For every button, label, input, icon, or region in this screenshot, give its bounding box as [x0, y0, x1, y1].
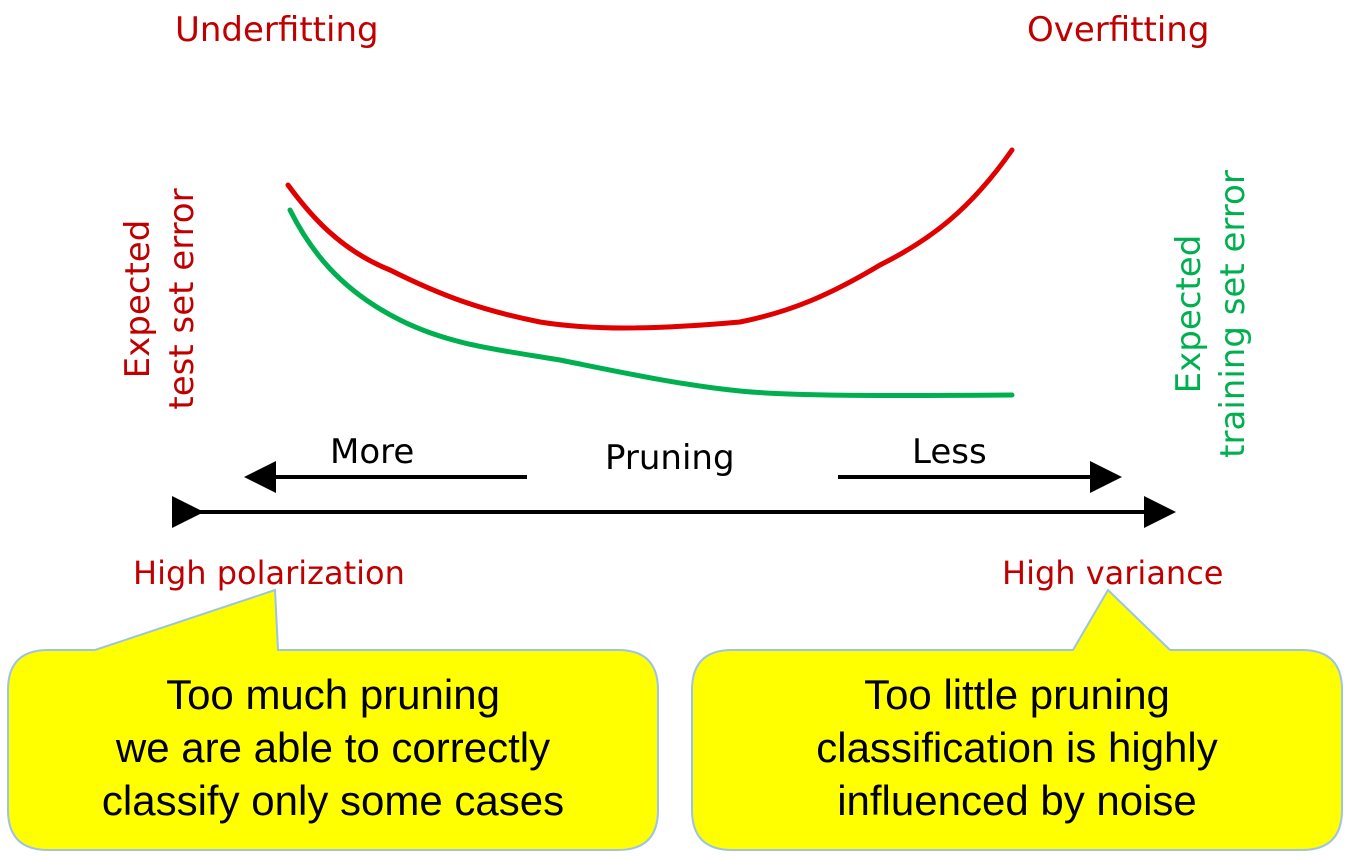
overfitting-label: Overfitting	[1027, 10, 1210, 50]
training-error-label-line2: training set error	[1213, 170, 1253, 458]
training-error-curve	[287, 207, 1015, 399]
underfitting-label: Underfitting	[175, 10, 379, 50]
training-error-label: Expected training set error	[1167, 164, 1255, 464]
left-callout-bubble	[7, 588, 659, 851]
test-error-curve	[285, 147, 1015, 331]
high-polarization-label: High polarization	[133, 554, 405, 592]
right-callout-line2: classification is highly	[816, 724, 1218, 771]
pruning-label: Pruning	[605, 438, 735, 478]
left-callout-line2: we are able to correctly	[115, 724, 551, 771]
right-callout-line3: influenced by noise	[837, 777, 1197, 824]
right-callout-text: Too little pruning classification is hig…	[692, 668, 1342, 827]
less-label: Less	[912, 432, 987, 472]
left-callout-text: Too much pruning we are able to correctl…	[8, 668, 658, 827]
left-callout-line3: classify only some cases	[101, 777, 565, 824]
right-callout-bubble	[691, 588, 1343, 851]
left-callout-line1: Too much pruning	[166, 671, 500, 718]
right-callout-line1: Too little pruning	[864, 671, 1170, 718]
test-error-label-line1: Expected	[118, 219, 158, 379]
high-variance-label: High variance	[1002, 554, 1224, 592]
training-error-label-line1: Expected	[1169, 234, 1209, 394]
more-label: More	[330, 432, 415, 472]
test-error-label: Expected test set error	[116, 179, 204, 419]
test-error-label-line2: test set error	[162, 188, 202, 410]
